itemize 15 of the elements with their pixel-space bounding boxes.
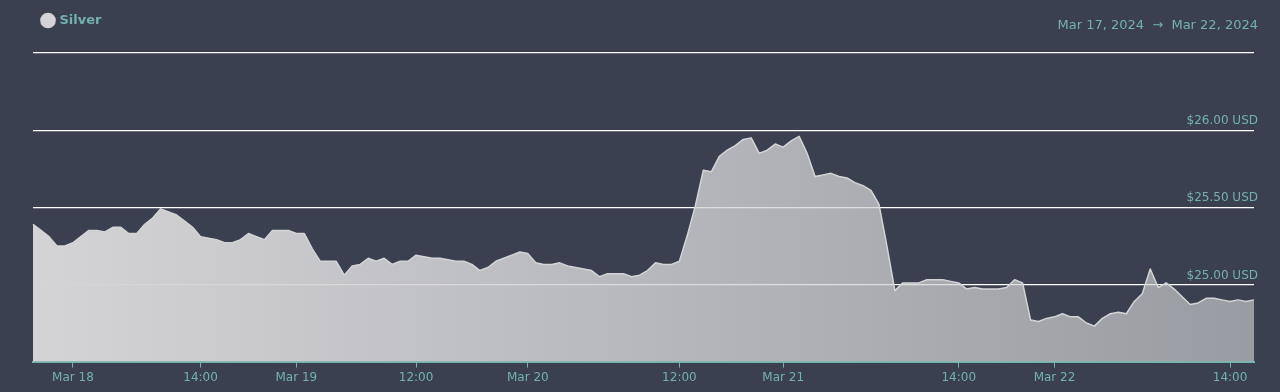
y-tick-label: $25.50 USD: [1186, 190, 1258, 205]
y-tick-label: $26.00 USD: [1186, 113, 1258, 128]
y-tick-label: $25.00 USD: [1186, 267, 1258, 282]
chart-subtitle: Mar 17, 2024 → Mar 22, 2024: [1057, 17, 1258, 32]
x-tick-label: 14:00: [183, 369, 218, 384]
x-tick-label: Mar 22: [1033, 369, 1076, 384]
x-tick-label: 12:00: [398, 369, 434, 384]
x-tick-label: Mar 18: [52, 369, 94, 384]
x-tick-label: 14:00: [1212, 369, 1248, 384]
x-tick-label: 12:00: [662, 369, 697, 384]
x-tick-label: Mar 19: [275, 369, 318, 384]
x-tick-label: Mar 21: [762, 369, 805, 384]
x-tick-label: 14:00: [941, 369, 977, 384]
x-tick-label: Mar 20: [506, 369, 549, 384]
legend-label: Silver: [59, 11, 103, 27]
